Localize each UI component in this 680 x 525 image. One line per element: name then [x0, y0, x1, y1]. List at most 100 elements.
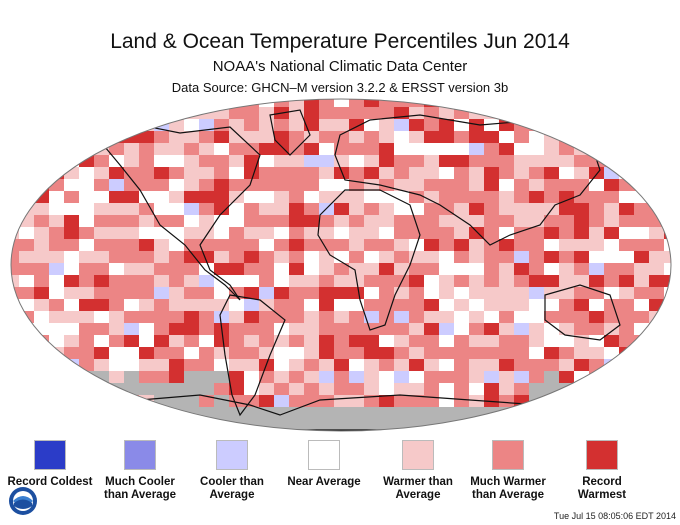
grid-cell	[529, 99, 544, 107]
grid-cell	[79, 191, 94, 203]
grid-cell	[64, 335, 79, 347]
grid-cell	[184, 299, 199, 311]
grid-cell	[469, 99, 484, 107]
grid-cell	[139, 335, 154, 347]
grid-cell	[79, 395, 94, 407]
grid-cell	[259, 99, 274, 107]
grid-cell	[304, 167, 319, 179]
grid-cell	[439, 335, 454, 347]
grid-cell	[484, 311, 499, 323]
grid-cell	[394, 395, 409, 407]
grid-cell	[4, 431, 19, 435]
grid-cell	[349, 323, 364, 335]
grid-cell	[124, 371, 139, 383]
grid-cell	[184, 383, 199, 395]
grid-cell	[409, 155, 424, 167]
grid-cell	[214, 167, 229, 179]
grid-cell	[229, 119, 244, 131]
grid-cell	[544, 323, 559, 335]
grid-cell	[19, 299, 34, 311]
grid-cell	[124, 251, 139, 263]
grid-cell	[529, 335, 544, 347]
grid-cell	[394, 155, 409, 167]
grid-cell	[34, 359, 49, 371]
grid-cell	[664, 311, 671, 323]
grid-cell	[19, 131, 34, 143]
grid-cell	[634, 251, 649, 263]
grid-cell	[394, 215, 409, 227]
grid-cell	[154, 155, 169, 167]
grid-cell	[364, 347, 379, 359]
grid-cell	[349, 347, 364, 359]
grid-cell	[304, 383, 319, 395]
grid-cell	[634, 99, 649, 107]
grid-cell	[514, 215, 529, 227]
grid-cell	[199, 359, 214, 371]
grid-cell	[514, 431, 529, 435]
grid-cell	[529, 191, 544, 203]
grid-cell	[304, 419, 319, 431]
grid-cell	[274, 263, 289, 275]
grid-cell	[229, 311, 244, 323]
grid-cell	[484, 347, 499, 359]
grid-cell	[154, 99, 169, 107]
grid-cell	[499, 275, 514, 287]
legend-item: Warmer than Average	[373, 440, 463, 502]
grid-cell	[19, 347, 34, 359]
grid-cell	[559, 275, 574, 287]
grid-cell	[439, 119, 454, 131]
grid-cell	[454, 323, 469, 335]
grid-cell	[529, 371, 544, 383]
grid-cell	[379, 107, 394, 119]
grid-cell	[454, 143, 469, 155]
grid-cell	[154, 287, 169, 299]
grid-cell	[229, 275, 244, 287]
grid-cell	[364, 251, 379, 263]
grid-cell	[469, 215, 484, 227]
grid-cell	[334, 227, 349, 239]
grid-cell	[334, 275, 349, 287]
grid-cell	[604, 239, 619, 251]
grid-cell	[154, 311, 169, 323]
grid-cell	[109, 203, 124, 215]
grid-cell	[79, 299, 94, 311]
grid-cell	[79, 107, 94, 119]
grid-cell	[19, 215, 34, 227]
grid-cell	[484, 155, 499, 167]
grid-cell	[349, 143, 364, 155]
grid-cell	[64, 431, 79, 435]
grid-cell	[304, 335, 319, 347]
grid-cell	[169, 191, 184, 203]
grid-cell	[409, 287, 424, 299]
grid-cell	[364, 335, 379, 347]
grid-cell	[394, 347, 409, 359]
grid-cell	[544, 155, 559, 167]
grid-cell	[664, 131, 671, 143]
grid-cell	[259, 335, 274, 347]
grid-cell	[154, 239, 169, 251]
grid-cell	[514, 311, 529, 323]
grid-cell	[184, 251, 199, 263]
grid-cell	[34, 215, 49, 227]
grid-cell	[94, 239, 109, 251]
grid-cell	[79, 335, 94, 347]
grid-cell	[19, 119, 34, 131]
grid-cell	[664, 359, 671, 371]
grid-cell	[469, 143, 484, 155]
grid-cell	[649, 227, 664, 239]
grid-cell	[79, 215, 94, 227]
grid-cell	[244, 155, 259, 167]
grid-cell	[169, 107, 184, 119]
grid-cell	[184, 359, 199, 371]
grid-cell	[259, 407, 274, 419]
grid-cell	[424, 299, 439, 311]
grid-cell	[169, 167, 184, 179]
grid-cell	[19, 179, 34, 191]
grid-cell	[484, 99, 499, 107]
grid-cell	[424, 143, 439, 155]
grid-cell	[469, 383, 484, 395]
grid-cell	[574, 395, 589, 407]
grid-cell	[394, 143, 409, 155]
grid-cell	[619, 407, 634, 419]
